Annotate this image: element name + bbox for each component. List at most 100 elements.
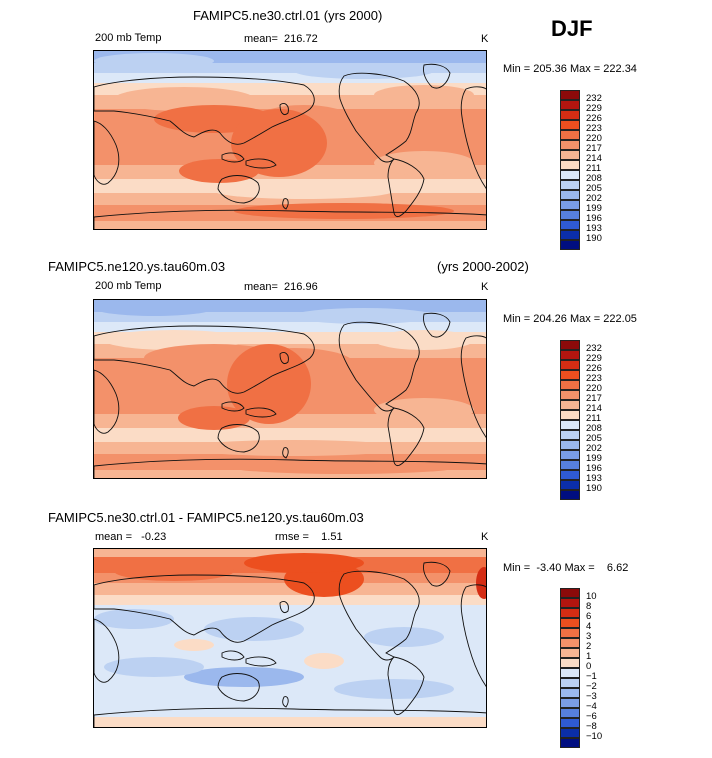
colorbar-label: 190 — [586, 483, 602, 494]
colorbar-swatch — [560, 120, 580, 130]
field-contour — [294, 308, 434, 324]
colorbar-swatch — [560, 240, 580, 250]
colorbar-swatch — [560, 490, 580, 500]
field-contour — [244, 553, 364, 573]
field-contour — [364, 627, 444, 647]
colorbar-swatch — [560, 430, 580, 440]
colorbar-label: 214 — [586, 403, 602, 414]
coastline — [338, 72, 420, 163]
colorbar-swatch — [560, 210, 580, 220]
colorbar-label: −6 — [586, 711, 597, 722]
coastline — [245, 656, 277, 667]
field-band — [94, 428, 486, 442]
colorbar-label: 202 — [586, 443, 602, 454]
coastline — [338, 570, 420, 661]
panel-2-title: FAMIPC5.ne120.ys.tau60m.03 — [48, 259, 226, 274]
coastline — [94, 369, 120, 434]
colorbar-label: 193 — [586, 223, 602, 234]
coastline — [94, 574, 315, 643]
coastline — [245, 407, 277, 418]
field-contour — [334, 679, 454, 699]
panel-1-map — [93, 50, 487, 230]
colorbar-swatch — [560, 400, 580, 410]
colorbar-swatch — [560, 668, 580, 678]
field-contour — [184, 440, 404, 456]
field-band — [94, 595, 486, 605]
coastline — [460, 584, 486, 687]
colorbar-label: 223 — [586, 123, 602, 134]
colorbar-label: 3 — [586, 631, 592, 642]
panel-1-minmax: Min = 205.36 Max = 222.34 — [503, 63, 637, 75]
colorbar-swatch — [560, 628, 580, 638]
colorbar-label: 211 — [586, 413, 602, 424]
colorbar-label: 6 — [586, 611, 592, 622]
colorbar-swatch — [560, 220, 580, 230]
colorbar-swatch — [560, 350, 580, 360]
field-band — [94, 312, 486, 322]
panel-3-map — [93, 548, 487, 728]
colorbar-label: 232 — [586, 343, 602, 354]
colorbar-swatch — [560, 440, 580, 450]
colorbar-swatch — [560, 170, 580, 180]
coastline — [217, 175, 260, 204]
colorbar-label: 199 — [586, 453, 602, 464]
coastline — [94, 120, 120, 185]
field-band — [94, 717, 486, 727]
colorbar-label: 199 — [586, 203, 602, 214]
field-contour — [304, 653, 344, 669]
colorbar-label: −4 — [586, 701, 597, 712]
colorbar-swatch — [560, 678, 580, 688]
colorbar-swatch — [560, 470, 580, 480]
field-contour — [476, 567, 486, 599]
field-band — [94, 605, 486, 617]
coastline — [94, 618, 120, 683]
colorbar-label: 4 — [586, 621, 592, 632]
coastline — [387, 656, 425, 716]
colorbar-swatch — [560, 608, 580, 618]
colorbar-label: 220 — [586, 133, 602, 144]
colorbar-swatch — [560, 200, 580, 210]
field-contour — [374, 151, 474, 175]
field-contour — [224, 458, 464, 474]
panel-1-field-label: 200 mb Temp — [95, 32, 162, 44]
field-contour — [231, 109, 327, 177]
field-contour — [94, 609, 174, 629]
colorbar-swatch — [560, 618, 580, 628]
colorbar-label: 2 — [586, 641, 592, 652]
field-band — [94, 63, 486, 73]
coastline — [94, 325, 315, 394]
coastline — [460, 335, 486, 438]
colorbar-swatch — [560, 728, 580, 738]
field-contour — [104, 657, 204, 677]
colorbar-label: 208 — [586, 173, 602, 184]
panel-1-units: K — [481, 33, 489, 45]
panel-2-units: K — [481, 281, 489, 293]
field-contour — [114, 87, 254, 111]
colorbar-label: 0 — [586, 661, 592, 672]
colorbar-label: 226 — [586, 363, 602, 374]
field-band — [94, 322, 486, 332]
colorbar-swatch — [560, 100, 580, 110]
colorbar-label: 205 — [586, 183, 602, 194]
colorbar-label: 196 — [586, 213, 602, 224]
coastline — [221, 650, 245, 661]
colorbar-label: 211 — [586, 163, 602, 174]
colorbar-label: 229 — [586, 353, 602, 364]
panel-1-title: FAMIPC5.ne30.ctrl.01 (yrs 2000) — [193, 8, 383, 23]
field-band — [94, 193, 486, 205]
panel-3-units: K — [481, 531, 489, 543]
panel-1-mean: mean= 216.72 — [244, 33, 318, 45]
field-contour — [174, 639, 214, 651]
field-contour — [374, 398, 474, 422]
coastline — [217, 424, 260, 453]
colorbar-label: 8 — [586, 601, 592, 612]
field-contour — [294, 63, 434, 79]
season-label: DJF — [551, 16, 593, 41]
colorbar-label: 214 — [586, 153, 602, 164]
field-band — [94, 549, 486, 557]
colorbar-swatch — [560, 698, 580, 708]
field-contour — [227, 344, 311, 424]
colorbar-label: 217 — [586, 143, 602, 154]
colorbar-label: −8 — [586, 721, 597, 732]
panel-2-field-label: 200 mb Temp — [95, 280, 162, 292]
